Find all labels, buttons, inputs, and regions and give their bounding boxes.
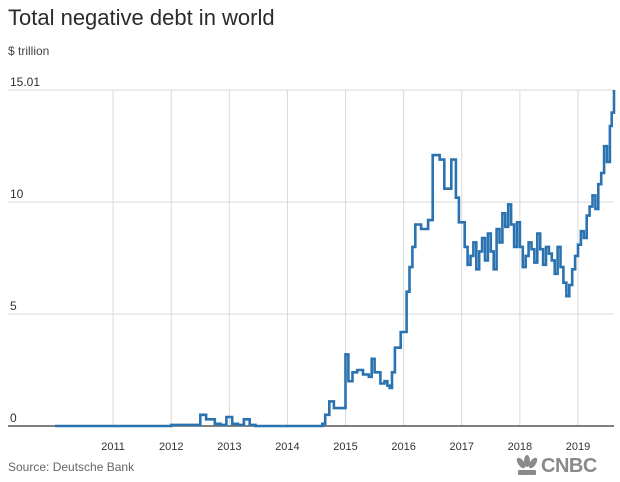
tick-labels: 0 5 10 15.01 2011 2012 2013 2014 2015 2016 2017 201… — [10, 75, 590, 453]
y-tick-label: 0 — [10, 411, 17, 425]
series-line — [55, 90, 616, 428]
source-note: Source: Deutsche Bank — [8, 460, 135, 474]
x-tick-label: 2015 — [333, 441, 357, 453]
chart-title: Total negative debt in world — [8, 5, 275, 30]
x-tick-label: 2018 — [508, 441, 532, 453]
grid-lines — [8, 89, 614, 426]
x-tick-label: 2017 — [450, 441, 474, 453]
peacock-icon — [516, 455, 538, 475]
x-tick-label: 2016 — [391, 441, 415, 453]
x-tick-label: 2019 — [566, 441, 590, 453]
series-layer — [55, 90, 616, 428]
x-tick-label: 2011 — [101, 441, 125, 453]
y-tick-label: 5 — [10, 299, 17, 313]
logo-text: CNBC — [541, 455, 597, 477]
x-tick-label: 2014 — [275, 441, 299, 453]
x-tick-label: 2012 — [159, 441, 183, 453]
x-tick-label: 2013 — [217, 441, 241, 453]
cnbc-logo: CNBC — [515, 455, 615, 477]
y-tick-label: 10 — [10, 187, 24, 201]
y-tick-label: 15.01 — [10, 75, 40, 89]
unit-label: $ trillion — [8, 44, 50, 58]
